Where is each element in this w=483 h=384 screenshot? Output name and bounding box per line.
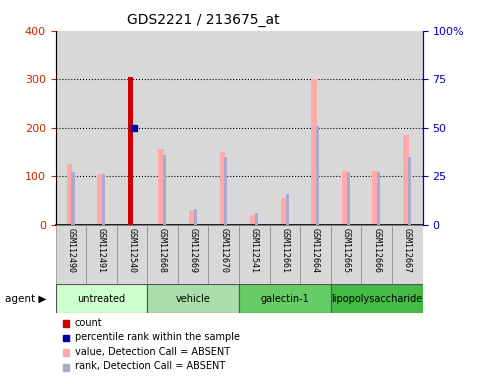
Bar [239, 31, 270, 225]
Bar [361, 225, 392, 284]
Text: GDS2221 / 213675_at: GDS2221 / 213675_at [127, 13, 279, 27]
Bar [392, 31, 423, 225]
Bar [209, 31, 239, 225]
Text: agent ▶: agent ▶ [5, 294, 46, 304]
Bar [361, 31, 392, 225]
Bar [372, 171, 378, 225]
Bar [56, 284, 147, 313]
Bar [147, 31, 178, 225]
Bar [270, 225, 300, 284]
Bar [178, 31, 209, 225]
Bar [300, 31, 331, 225]
Bar [255, 213, 258, 225]
Text: GSM112490: GSM112490 [66, 228, 75, 273]
Text: untreated: untreated [77, 293, 126, 304]
Bar [361, 31, 392, 225]
Bar [178, 31, 209, 225]
Bar [117, 225, 147, 284]
Bar [56, 225, 86, 284]
Text: GSM112670: GSM112670 [219, 228, 228, 273]
Bar [86, 31, 117, 225]
Text: count: count [75, 318, 102, 328]
Bar [102, 174, 105, 225]
Bar [239, 31, 270, 225]
Bar [403, 135, 409, 225]
Text: galectin-1: galectin-1 [261, 293, 309, 304]
Bar [270, 31, 300, 225]
Bar [331, 284, 423, 313]
Bar [347, 172, 350, 225]
Bar [163, 155, 166, 225]
Bar [250, 215, 256, 225]
Bar [281, 198, 286, 225]
Bar [270, 31, 300, 225]
Bar [408, 157, 411, 225]
Text: GSM112666: GSM112666 [372, 228, 381, 273]
Bar [331, 225, 361, 284]
Text: GSM112541: GSM112541 [250, 228, 259, 273]
Bar [311, 79, 317, 225]
Text: GSM112665: GSM112665 [341, 228, 351, 273]
Bar [86, 31, 117, 225]
Text: value, Detection Call = ABSENT: value, Detection Call = ABSENT [75, 347, 230, 357]
Bar [392, 31, 423, 225]
Text: GSM112669: GSM112669 [189, 228, 198, 273]
Bar [300, 31, 331, 225]
Bar [158, 149, 164, 225]
Bar [239, 225, 270, 284]
Bar [189, 210, 195, 225]
Bar [86, 225, 117, 284]
Bar [331, 31, 361, 225]
Bar [117, 31, 147, 225]
Bar [178, 225, 209, 284]
Bar [219, 152, 225, 225]
Bar [194, 209, 197, 225]
Bar [147, 225, 178, 284]
Bar [209, 31, 239, 225]
Text: lipopolysaccharide: lipopolysaccharide [331, 293, 422, 304]
Bar [128, 77, 133, 225]
Text: GSM112661: GSM112661 [281, 228, 289, 273]
Bar [342, 171, 347, 225]
Bar [147, 284, 239, 313]
Bar [71, 172, 74, 225]
Bar [117, 31, 147, 225]
Bar [377, 172, 381, 225]
Bar [56, 31, 86, 225]
Text: GSM112540: GSM112540 [128, 228, 137, 273]
Bar [225, 157, 227, 225]
Text: GSM112664: GSM112664 [311, 228, 320, 273]
Bar [56, 31, 86, 225]
Text: rank, Detection Call = ABSENT: rank, Detection Call = ABSENT [75, 361, 225, 371]
Text: GSM112491: GSM112491 [97, 228, 106, 273]
Text: GSM112668: GSM112668 [158, 228, 167, 273]
Text: vehicle: vehicle [176, 293, 211, 304]
Bar [392, 225, 423, 284]
Bar [239, 284, 331, 313]
Bar [300, 225, 331, 284]
Bar [331, 31, 361, 225]
Bar [67, 164, 72, 225]
Text: percentile rank within the sample: percentile rank within the sample [75, 332, 240, 342]
Bar [147, 31, 178, 225]
Text: GSM112667: GSM112667 [403, 228, 412, 273]
Bar [316, 126, 319, 225]
Bar [97, 174, 103, 225]
Bar [209, 225, 239, 284]
Bar [285, 194, 289, 225]
